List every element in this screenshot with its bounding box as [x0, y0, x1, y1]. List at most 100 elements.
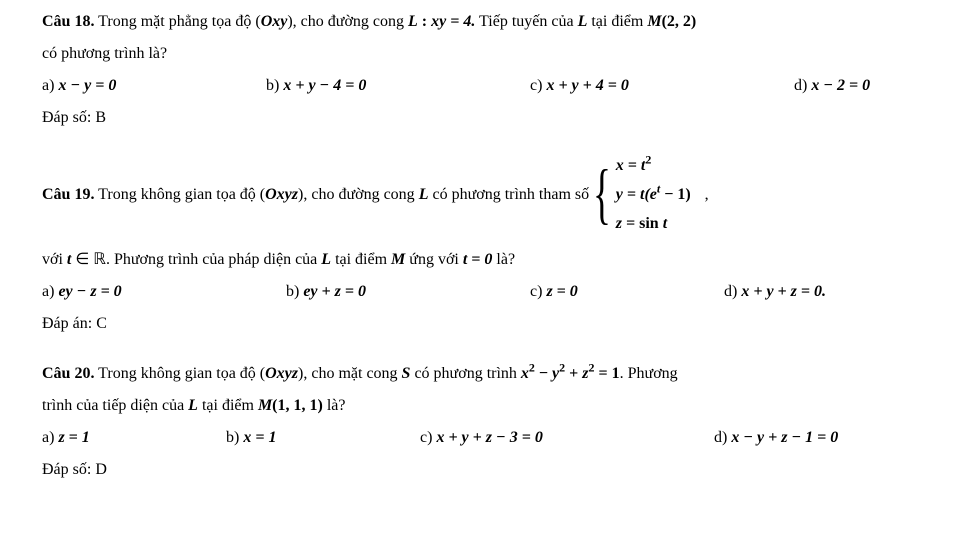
opt-label: d) [714, 429, 731, 446]
q18-text: tại điểm [587, 13, 647, 30]
q19-stem-text: Câu 19. Trong không gian tọa độ (Oxyz), … [42, 186, 589, 204]
q20-opt-a: a) z = 1 [42, 422, 222, 454]
q19-text: có phương trình tham số [428, 186, 589, 203]
answer-text: Đáp số: D [42, 461, 107, 478]
q19-label: Câu 19. [42, 186, 94, 203]
opt-eq: ey + z = 0 [303, 283, 366, 300]
q19-oxyz: Oxyz [265, 186, 298, 203]
q20-text: trình của tiếp diện của [42, 397, 188, 414]
opt-label: b) [266, 77, 283, 94]
q19-cases-rows: x = t2 y = t(et − 1) z = sin t [616, 152, 691, 238]
case-tail: − 1) [660, 186, 690, 203]
q18-label: Câu 18. [42, 13, 94, 30]
q20-eq: + [565, 365, 582, 382]
question-20: Câu 20. Trong không gian tọa độ (Oxyz), … [42, 358, 934, 486]
q19-stem-line2: với t ∈ ℝ. Phương trình của pháp diện củ… [42, 244, 934, 276]
q19-options: a) ey − z = 0 b) ey + z = 0 c) z = 0 d) … [42, 276, 934, 308]
opt-eq: x + y − 4 = 0 [283, 77, 366, 94]
opt-eq: z = 0 [546, 283, 577, 300]
case-lhs: y = [616, 186, 640, 203]
q19-text: ứng với [405, 251, 463, 268]
opt-eq: x − 2 = 0 [811, 77, 870, 94]
q18-stem-line1: Câu 18. Trong mặt phẳng tọa độ (Oxy), ch… [42, 6, 934, 38]
q18-opt-d: d) x − 2 = 0 [794, 70, 870, 102]
q20-label: Câu 20. [42, 365, 94, 382]
opt-label: a) [42, 429, 58, 446]
q19-answer: Đáp án: C [42, 308, 934, 340]
opt-label: b) [226, 429, 243, 446]
document-page: Câu 18. Trong mặt phẳng tọa độ (Oxy), ch… [0, 0, 976, 498]
q20-stem-line2: trình của tiếp diện của L tại điểm M(1, … [42, 390, 934, 422]
q19-text: Trong không gian tọa độ ( [94, 186, 265, 203]
q20-stem-line1: Câu 20. Trong không gian tọa độ (Oxyz), … [42, 358, 934, 390]
opt-eq: x − y + z − 1 = 0 [731, 429, 838, 446]
opt-label: d) [724, 283, 741, 300]
q19-cases: { x = t2 y = t(et − 1) z = sin t [593, 152, 691, 238]
q18-L: L [408, 13, 418, 30]
q20-eq: = 1 [595, 365, 620, 382]
q18-text: có phương trình là? [42, 45, 167, 62]
q19-text: là? [492, 251, 515, 268]
q20-options: a) z = 1 b) x = 1 c) x + y + z − 3 = 0 d… [42, 422, 934, 454]
q20-oxyz: Oxyz [265, 365, 298, 382]
opt-eq: x + y + z − 3 = 0 [436, 429, 542, 446]
q20-eq: − [535, 365, 552, 382]
case-lhs: z = [616, 215, 639, 232]
q20-text: Trong không gian tọa độ ( [94, 365, 265, 382]
q18-text: ), cho đường cong [287, 13, 408, 30]
case-row-2: y = t(et − 1) [616, 181, 691, 210]
q18-text: Tiếp tuyến của [475, 13, 577, 30]
case-rhs: t(e [640, 186, 657, 203]
q19-L: L [419, 186, 429, 203]
left-brace-icon: { [593, 159, 611, 227]
q19-opt-a: a) ey − z = 0 [42, 276, 282, 308]
case-exp: 2 [645, 153, 651, 167]
q19-opt-d: d) x + y + z = 0. [724, 276, 826, 308]
q19-stem-line1: Câu 19. Trong không gian tọa độ (Oxyz), … [42, 152, 934, 238]
q18-colon: : [418, 13, 431, 30]
opt-eq: x = 1 [243, 429, 276, 446]
opt-label: b) [286, 283, 303, 300]
q18-eq: xy = 4. [431, 13, 475, 30]
q20-text: có phương trình [410, 365, 520, 382]
q20-opt-b: b) x = 1 [226, 422, 416, 454]
q18-oxy: Oxy [261, 13, 288, 30]
opt-label: c) [530, 283, 546, 300]
q18-opt-b: b) x + y − 4 = 0 [266, 70, 526, 102]
q20-text: tại điểm [198, 397, 258, 414]
answer-text: Đáp án: C [42, 315, 107, 332]
q18-L: L [578, 13, 588, 30]
q18-M: M [647, 13, 661, 30]
q20-answer: Đáp số: D [42, 454, 934, 486]
opt-label: c) [530, 77, 546, 94]
q19-text: ), cho đường cong [298, 186, 419, 203]
q20-opt-c: c) x + y + z − 3 = 0 [420, 422, 710, 454]
q19-t0: t = 0 [463, 251, 493, 268]
q19-text: . Phương trình của pháp diện của [106, 251, 321, 268]
q20-text: ), cho mặt cong [298, 365, 402, 382]
opt-eq: z = 1 [58, 429, 89, 446]
case-rhs: sin [639, 215, 663, 232]
q20-M: M [258, 397, 272, 414]
q18-opt-a: a) x − y = 0 [42, 70, 262, 102]
opt-eq: x + y + 4 = 0 [546, 77, 628, 94]
case-row-1: x = t2 [616, 152, 691, 181]
q18-answer: Đáp số: B [42, 102, 934, 134]
opt-eq: ey − z = 0 [58, 283, 121, 300]
q20-eq: x [521, 365, 529, 382]
case-row-3: z = sin t [616, 210, 691, 239]
q18-M-args: (2, 2) [662, 13, 697, 30]
q20-opt-d: d) x − y + z − 1 = 0 [714, 422, 838, 454]
q19-opt-b: b) ey + z = 0 [286, 276, 526, 308]
opt-eq: x − y = 0 [58, 77, 116, 94]
question-18: Câu 18. Trong mặt phẳng tọa độ (Oxy), ch… [42, 6, 934, 134]
case-lhs: x = [616, 157, 641, 174]
opt-label: d) [794, 77, 811, 94]
q19-in: ∈ [71, 251, 93, 268]
q19-comma: , [705, 186, 709, 204]
q19-opt-c: c) z = 0 [530, 276, 720, 308]
opt-eq: x + y + z = 0. [741, 283, 826, 300]
opt-label: c) [420, 429, 436, 446]
q18-stem-line2: có phương trình là? [42, 38, 934, 70]
question-19: Câu 19. Trong không gian tọa độ (Oxyz), … [42, 152, 934, 340]
